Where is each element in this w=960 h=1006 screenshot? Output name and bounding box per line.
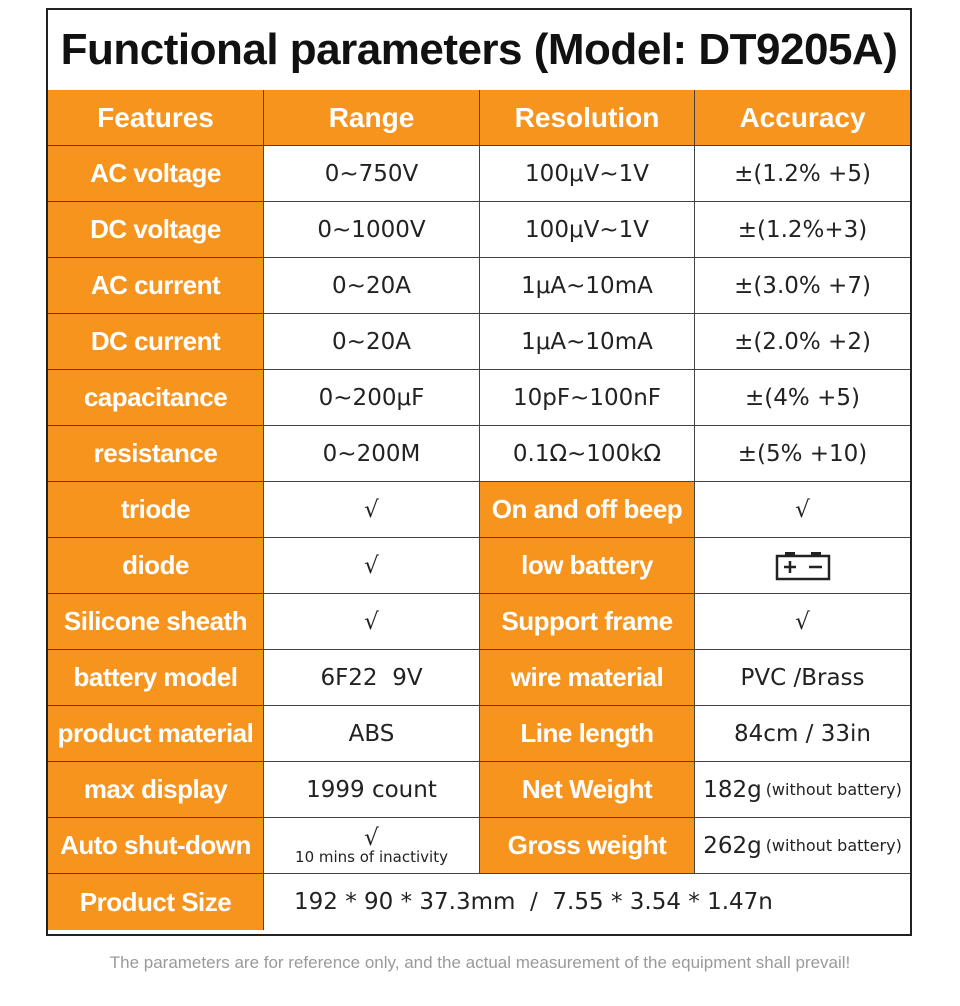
battery-icon (775, 551, 830, 580)
table-row: capacitance 0~200μF 10pF~100nF ±(4% +5) (48, 370, 910, 426)
table-row: AC voltage 0~750V 100μV~1V ±(1.2% +5) (48, 146, 910, 202)
table-row: diode √ low battery (48, 538, 910, 594)
feature-cell: Gross weight (480, 818, 695, 873)
table-row: resistance 0~200M 0.1Ω~100kΩ ±(5% +10) (48, 426, 910, 482)
net-weight-value: 182g (703, 776, 762, 803)
resolution-cell: 100μV~1V (480, 146, 695, 201)
page-title: Functional parameters (Model: DT9205A) (48, 10, 910, 92)
range-cell: 0~750V (264, 146, 480, 201)
resolution-cell: 1μA~10mA (480, 258, 695, 313)
feature-cell: diode (48, 538, 264, 593)
value-cell: 6F22 9V (264, 650, 480, 705)
accuracy-cell: ±(2.0% +2) (695, 314, 910, 369)
resolution-cell: 0.1Ω~100kΩ (480, 426, 695, 481)
gross-weight-note: (without battery) (765, 836, 902, 855)
table-row: product material ABS Line length 84cm / … (48, 706, 910, 762)
feature-cell: Net Weight (480, 762, 695, 817)
range-cell: 0~200M (264, 426, 480, 481)
header-range: Range (264, 90, 480, 145)
resolution-cell: 10pF~100nF (480, 370, 695, 425)
value-cell: 182g (without battery) (695, 762, 910, 817)
table-row: max display 1999 count Net Weight 182g (… (48, 762, 910, 818)
header-accuracy: Accuracy (695, 90, 910, 145)
header-features: Features (48, 90, 264, 145)
feature-cell: DC voltage (48, 202, 264, 257)
feature-cell: triode (48, 482, 264, 537)
header-row: Features Range Resolution Accuracy (48, 90, 910, 146)
range-cell: 0~20A (264, 314, 480, 369)
accuracy-cell: ±(1.2% +5) (695, 146, 910, 201)
range-cell: 0~200μF (264, 370, 480, 425)
value-cell: 1999 count (264, 762, 480, 817)
accuracy-cell: ±(1.2%+3) (695, 202, 910, 257)
spec-table-frame: Functional parameters (Model: DT9205A) F… (46, 8, 912, 936)
feature-cell: On and off beep (480, 482, 695, 537)
table-row: DC current 0~20A 1μA~10mA ±(2.0% +2) (48, 314, 910, 370)
table-row: Product Size 192 * 90 * 37.3mm / 7.55 * … (48, 874, 910, 930)
feature-cell: DC current (48, 314, 264, 369)
feature-cell: max display (48, 762, 264, 817)
accuracy-cell: ±(5% +10) (695, 426, 910, 481)
footer-note: The parameters are for reference only, a… (109, 953, 851, 972)
table-row: AC current 0~20A 1μA~10mA ±(3.0% +7) (48, 258, 910, 314)
resolution-cell: 1μA~10mA (480, 314, 695, 369)
feature-cell: Line length (480, 706, 695, 761)
feature-cell: resistance (48, 426, 264, 481)
feature-cell: Product Size (48, 874, 264, 930)
value-cell: √ (695, 482, 910, 537)
table-row: battery model 6F22 9V wire material PVC … (48, 650, 910, 706)
auto-shutdown-check: √ (364, 824, 379, 851)
gross-weight-value: 262g (703, 832, 762, 859)
table-row: Auto shut-down √ 10 mins of inactivity G… (48, 818, 910, 874)
feature-cell: battery model (48, 650, 264, 705)
range-cell: 0~1000V (264, 202, 480, 257)
feature-cell: AC voltage (48, 146, 264, 201)
value-cell: √ (264, 482, 480, 537)
feature-cell: Auto shut-down (48, 818, 264, 873)
feature-cell: Support frame (480, 594, 695, 649)
feature-cell: product material (48, 706, 264, 761)
feature-cell: Silicone sheath (48, 594, 264, 649)
value-cell (695, 538, 910, 593)
value-cell: ABS (264, 706, 480, 761)
accuracy-cell: ±(3.0% +7) (695, 258, 910, 313)
feature-cell: AC current (48, 258, 264, 313)
spec-table: Features Range Resolution Accuracy AC vo… (48, 90, 910, 930)
value-cell: √ (264, 594, 480, 649)
net-weight-note: (without battery) (765, 780, 902, 799)
table-row: Silicone sheath √ Support frame √ (48, 594, 910, 650)
table-row: triode √ On and off beep √ (48, 482, 910, 538)
feature-cell: low battery (480, 538, 695, 593)
feature-cell: wire material (480, 650, 695, 705)
resolution-cell: 100μV~1V (480, 202, 695, 257)
value-cell: 262g (without battery) (695, 818, 910, 873)
auto-shutdown-note: 10 mins of inactivity (295, 847, 448, 866)
accuracy-cell: ±(4% +5) (695, 370, 910, 425)
value-cell: √ (264, 538, 480, 593)
value-cell: √ 10 mins of inactivity (264, 818, 480, 873)
value-cell: √ (695, 594, 910, 649)
table-row: DC voltage 0~1000V 100μV~1V ±(1.2%+3) (48, 202, 910, 258)
value-cell: 84cm / 33in (695, 706, 910, 761)
product-size-value: 192 * 90 * 37.3mm / 7.55 * 3.54 * 1.47n (264, 874, 910, 930)
range-cell: 0~20A (264, 258, 480, 313)
value-cell: PVC /Brass (695, 650, 910, 705)
feature-cell: capacitance (48, 370, 264, 425)
header-resolution: Resolution (480, 90, 695, 145)
